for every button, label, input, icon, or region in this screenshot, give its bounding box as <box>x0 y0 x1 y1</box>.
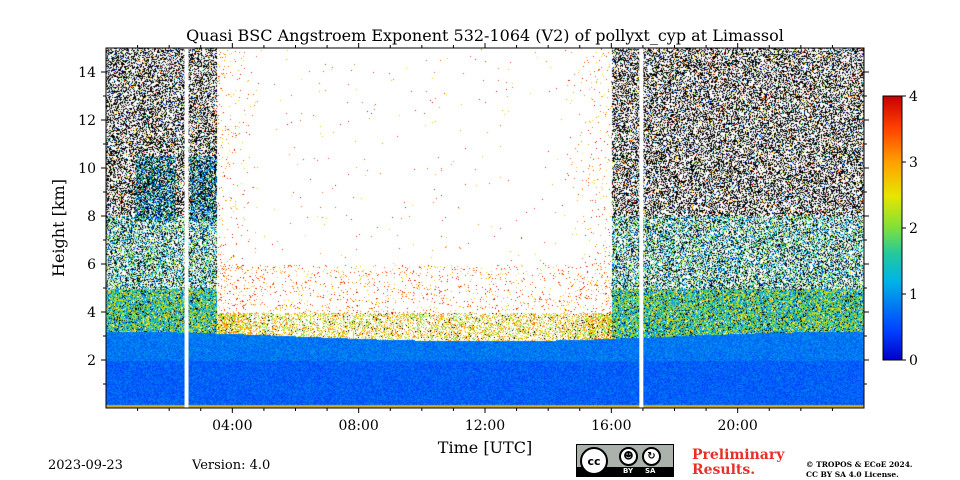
x-tick-label: 04:00 <box>212 418 252 434</box>
colorbar-tick-label: 0 <box>909 353 918 369</box>
license-strip <box>577 467 673 476</box>
colorbar-tick-label: 1 <box>909 287 918 303</box>
version-label: Version: 4.0 <box>192 458 271 473</box>
y-tick-label: 6 <box>87 257 96 273</box>
y-tick-label: 8 <box>87 209 96 225</box>
by-icon: ☻ <box>619 447 638 466</box>
y-tick-label: 4 <box>87 305 96 321</box>
sa-label: SA <box>645 467 656 475</box>
plot-area <box>105 47 865 409</box>
x-axis: 04:00 08:00 12:00 16:00 20:00 <box>137 43 833 434</box>
y-axis-label: Height [km] <box>49 179 68 277</box>
copyright-line-2: CC BY SA 4.0 License. <box>806 470 899 479</box>
x-tick-label: 20:00 <box>717 418 757 434</box>
copyright-line-1: © TROPOS & ECoE 2024. <box>806 460 913 469</box>
measurement-date: 2023-09-23 <box>48 458 123 473</box>
sa-icon: ↻ <box>642 447 661 466</box>
preliminary-line-2: Results. <box>692 462 756 478</box>
y-tick-label: 14 <box>78 65 96 81</box>
y-tick-label: 10 <box>78 161 96 177</box>
x-tick-label: 12:00 <box>465 418 505 434</box>
x-tick-label: 16:00 <box>591 418 631 434</box>
y-tick-label: 2 <box>87 353 96 369</box>
cc-license-badge[interactable]: cc ☻ ↻ BY SA <box>576 444 674 477</box>
y-axis: 2 4 6 8 10 12 14 <box>78 65 869 385</box>
colorbar-tick-label: 3 <box>909 155 918 171</box>
by-label: BY <box>623 467 634 475</box>
preliminary-line-1: Preliminary <box>692 447 785 463</box>
cc-icon: cc <box>580 447 608 475</box>
colorbar-tick-label: 2 <box>909 221 918 237</box>
data-gap <box>184 48 189 408</box>
data-gap <box>639 48 644 408</box>
copyright-notice: © TROPOS & ECoE 2024. CC BY SA 4.0 Licen… <box>806 460 913 480</box>
heatmap-image <box>106 48 864 408</box>
colorbar: 0 1 2 3 4 <box>882 89 918 369</box>
chart-title: Quasi BSC Angstroem Exponent 532-1064 (V… <box>186 26 784 45</box>
y-tick-label: 12 <box>78 113 96 129</box>
colorbar-gradient <box>882 95 903 361</box>
preliminary-notice: Preliminary Results. <box>692 448 784 478</box>
data-gaps <box>184 48 644 408</box>
colorbar-tick-label: 4 <box>909 89 918 105</box>
x-tick-label: 08:00 <box>338 418 378 434</box>
x-axis-label: Time [UTC] <box>438 438 532 457</box>
